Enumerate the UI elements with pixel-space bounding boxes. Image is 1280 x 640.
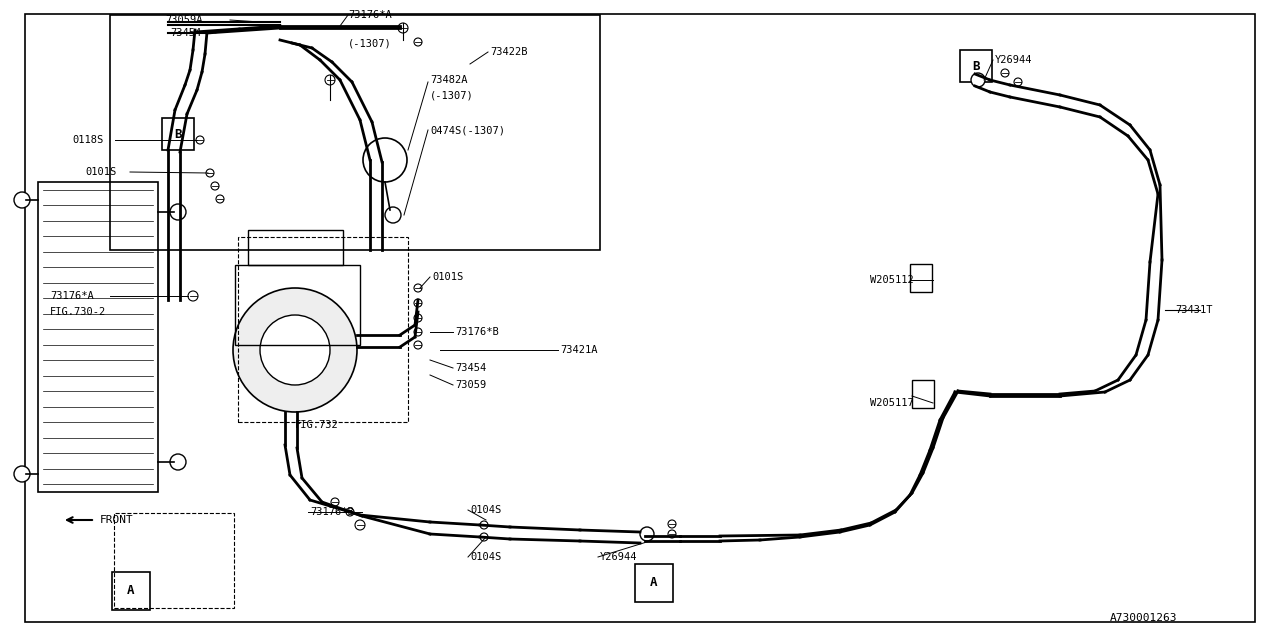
- Bar: [910, 264, 932, 292]
- Text: 0474S(-1307): 0474S(-1307): [430, 125, 506, 135]
- Circle shape: [668, 530, 676, 538]
- Text: Y26944: Y26944: [995, 55, 1033, 65]
- Circle shape: [355, 520, 365, 530]
- Circle shape: [640, 527, 654, 541]
- Text: FRONT: FRONT: [100, 515, 133, 525]
- Circle shape: [170, 204, 186, 220]
- Circle shape: [413, 38, 422, 46]
- Circle shape: [260, 315, 330, 385]
- Circle shape: [413, 314, 422, 322]
- Text: 73176*B: 73176*B: [310, 507, 353, 517]
- Text: 73176*A: 73176*A: [50, 291, 93, 301]
- Bar: [913, 380, 934, 408]
- Text: 73421A: 73421A: [561, 345, 598, 355]
- Text: 0101S: 0101S: [84, 167, 116, 177]
- Circle shape: [480, 533, 488, 541]
- Circle shape: [170, 454, 186, 470]
- Text: FIG.730-2: FIG.730-2: [50, 307, 106, 317]
- Bar: [110, 15, 600, 250]
- Circle shape: [413, 299, 422, 307]
- Bar: [635, 564, 673, 602]
- Text: 73422B: 73422B: [490, 47, 527, 57]
- Bar: [113, 572, 150, 610]
- Text: B: B: [973, 60, 979, 72]
- Circle shape: [385, 207, 401, 223]
- Text: FIG.732: FIG.732: [294, 420, 339, 430]
- Text: A: A: [127, 584, 134, 598]
- Text: 73059: 73059: [454, 380, 486, 390]
- Text: 73482A: 73482A: [430, 75, 467, 85]
- Circle shape: [14, 466, 29, 482]
- Bar: [114, 513, 234, 608]
- Text: 0118S: 0118S: [72, 135, 104, 145]
- Text: 73431T: 73431T: [1175, 305, 1212, 315]
- Text: Y26944: Y26944: [600, 552, 637, 562]
- Text: 73454: 73454: [454, 363, 486, 373]
- Circle shape: [1001, 69, 1009, 77]
- Circle shape: [480, 521, 488, 529]
- Circle shape: [398, 23, 408, 33]
- Text: 73454: 73454: [170, 28, 201, 38]
- Text: A: A: [650, 577, 658, 589]
- Circle shape: [196, 136, 204, 144]
- Circle shape: [233, 288, 357, 412]
- Text: W205112: W205112: [870, 275, 914, 285]
- Circle shape: [346, 508, 355, 516]
- Circle shape: [413, 341, 422, 349]
- Circle shape: [188, 291, 198, 301]
- Bar: [238, 237, 408, 422]
- Circle shape: [211, 182, 219, 190]
- Text: B: B: [174, 127, 182, 141]
- Circle shape: [325, 75, 335, 85]
- Text: 73059A: 73059A: [165, 15, 202, 25]
- Text: 0104S: 0104S: [470, 552, 502, 562]
- Circle shape: [972, 73, 986, 87]
- Circle shape: [413, 284, 422, 292]
- Text: 73176*B: 73176*B: [454, 327, 499, 337]
- Text: 73176*A: 73176*A: [348, 10, 392, 20]
- Text: (-1307): (-1307): [348, 38, 392, 48]
- Circle shape: [364, 138, 407, 182]
- Circle shape: [668, 520, 676, 528]
- Bar: [38, 182, 157, 492]
- Text: A730001263: A730001263: [1110, 613, 1178, 623]
- Text: W205117: W205117: [870, 398, 914, 408]
- Circle shape: [216, 195, 224, 203]
- Bar: [248, 230, 343, 265]
- Text: (-1307): (-1307): [430, 90, 474, 100]
- Circle shape: [1014, 78, 1021, 86]
- Circle shape: [206, 169, 214, 177]
- Bar: [960, 50, 992, 82]
- Text: 0104S: 0104S: [470, 505, 502, 515]
- Circle shape: [332, 498, 339, 506]
- Bar: [236, 265, 360, 345]
- Circle shape: [413, 328, 422, 336]
- Text: 0101S: 0101S: [433, 272, 463, 282]
- Circle shape: [14, 192, 29, 208]
- Bar: [163, 118, 195, 150]
